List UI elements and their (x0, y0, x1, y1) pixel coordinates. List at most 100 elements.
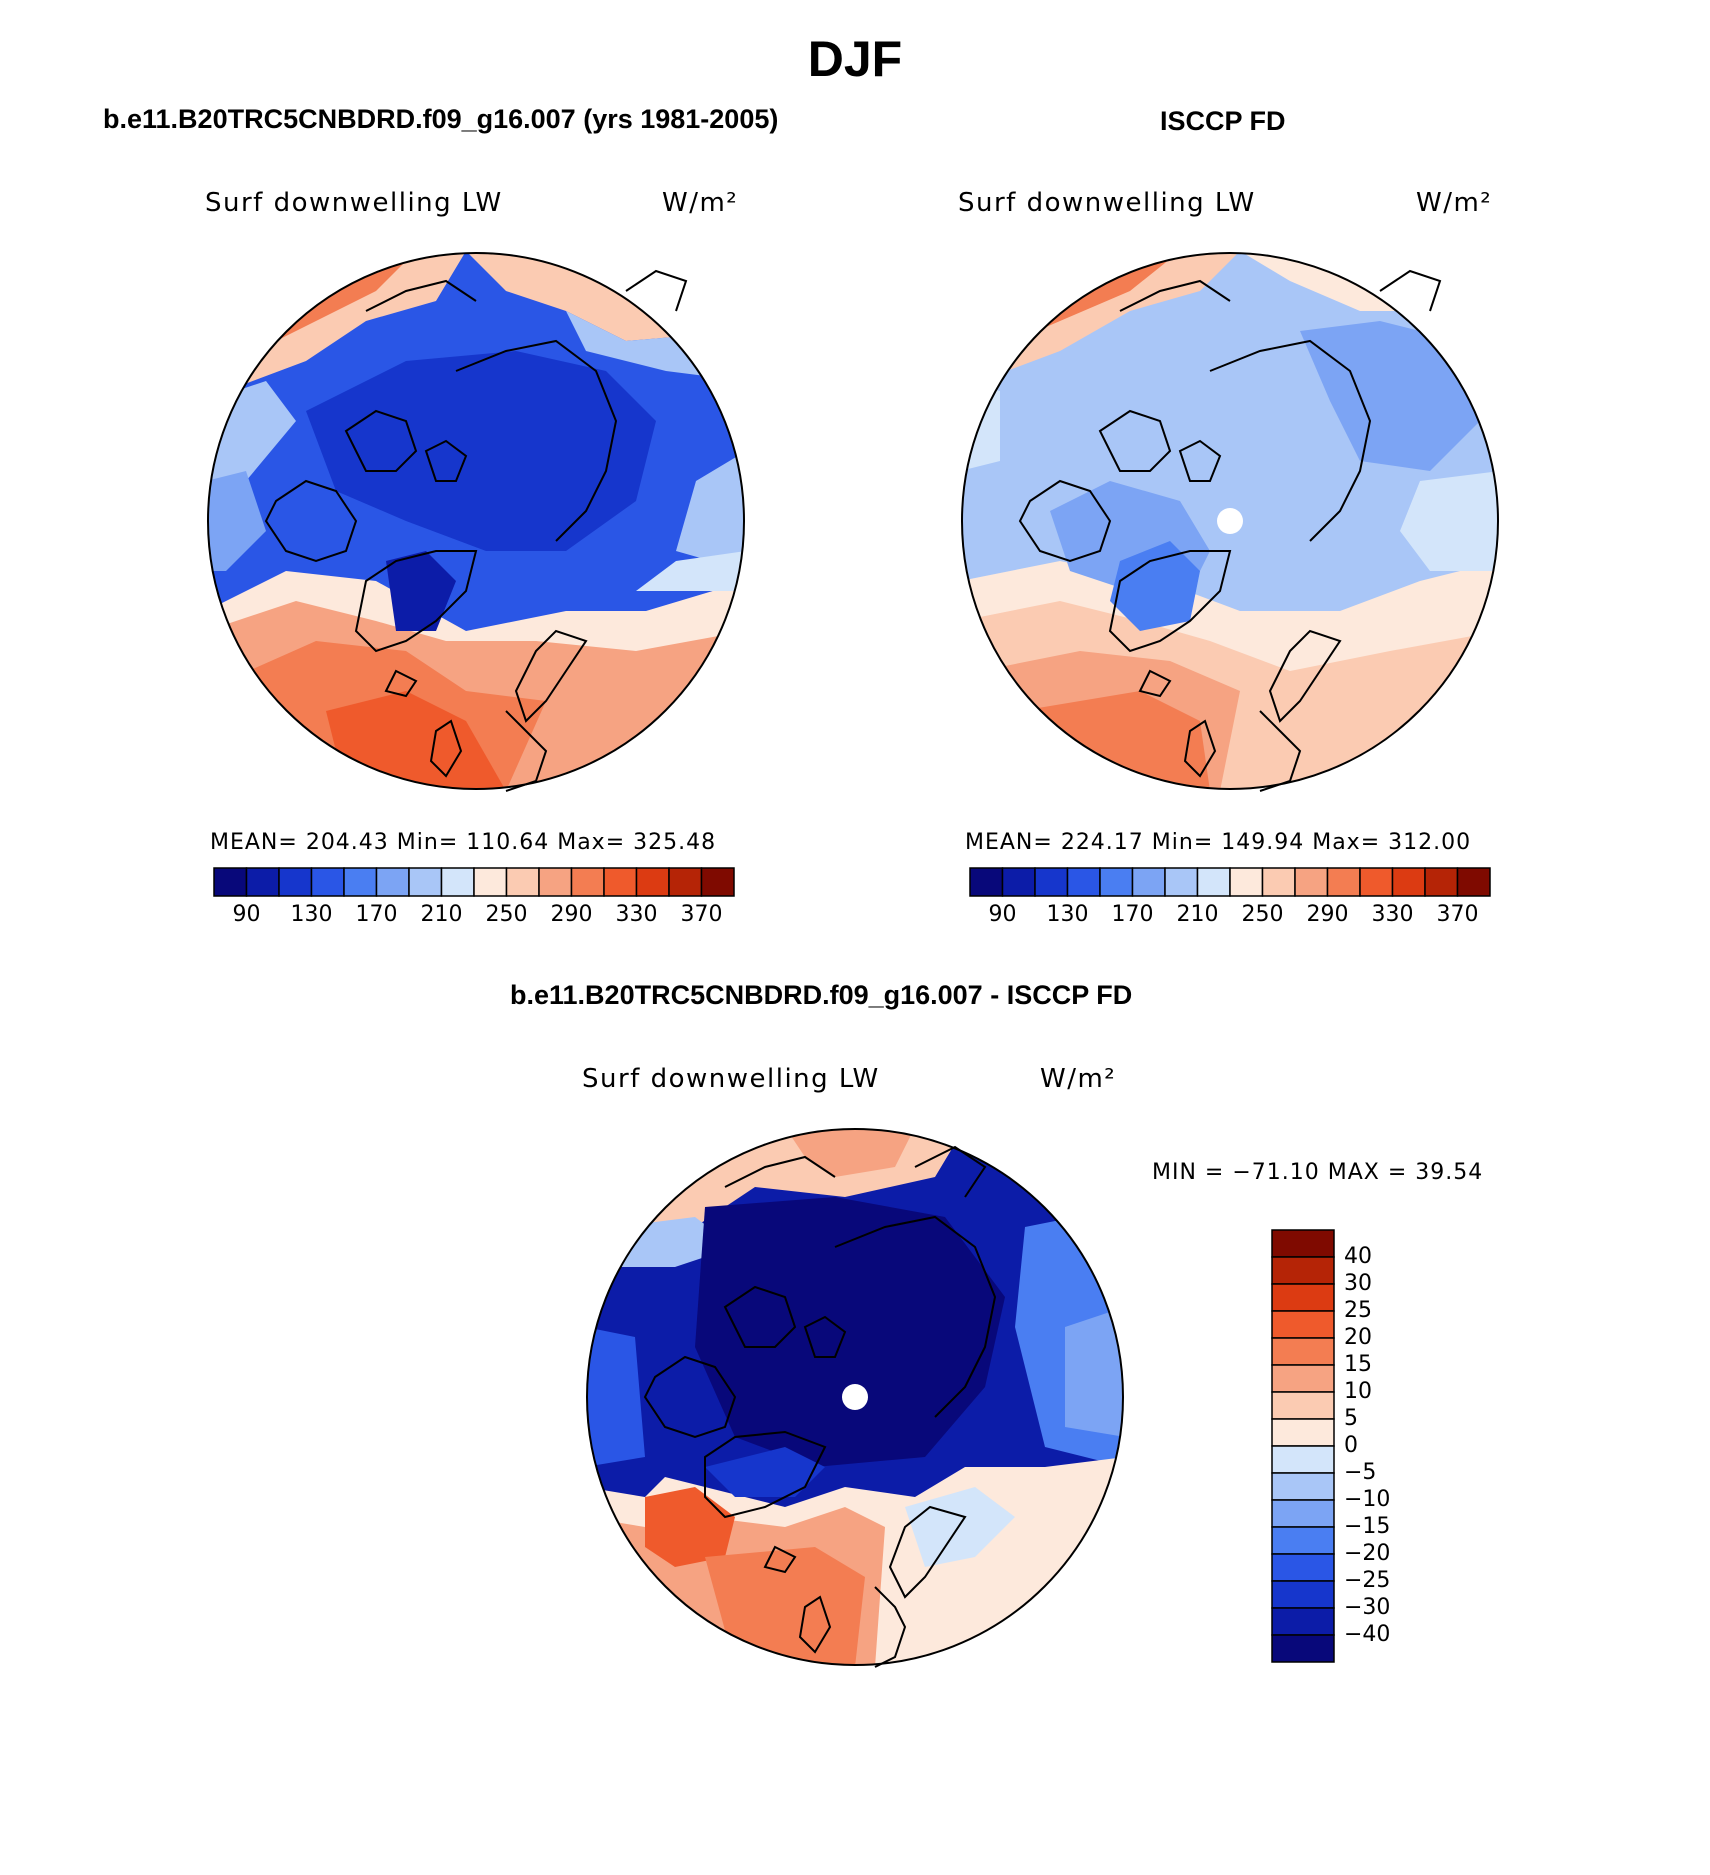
colorbar-swatch (1271, 1337, 1335, 1366)
colorbar-swatch (1271, 1364, 1335, 1393)
colorbar-swatch (1271, 1445, 1335, 1474)
colorbar-tick-label: 130 (1046, 902, 1089, 927)
colorbar-swatch (1271, 1229, 1335, 1258)
model-units-label: W/m² (662, 188, 739, 218)
colorbar-swatch (1261, 867, 1296, 897)
colorbar-swatch (1271, 1256, 1335, 1285)
colorbar-tick-label: 20 (1344, 1325, 1372, 1350)
diff-units-label: W/m² (1040, 1064, 1117, 1094)
colorbar-swatch (1391, 867, 1426, 897)
model-colorbar (213, 867, 735, 897)
colorbar-swatch (1001, 867, 1036, 897)
colorbar-tick-label: −25 (1344, 1568, 1391, 1593)
colorbar-swatch (969, 867, 1004, 897)
colorbar-tick-label: 290 (1306, 902, 1349, 927)
colorbar-tick-label: 250 (1241, 902, 1284, 927)
colorbar-swatch (1164, 867, 1199, 897)
colorbar-tick-label: 25 (1344, 1298, 1372, 1323)
colorbar-tick-label: 330 (615, 902, 658, 927)
colorbar-swatch (1271, 1607, 1335, 1636)
colorbar-tick-label: −10 (1344, 1487, 1391, 1512)
colorbar-swatch (1271, 1580, 1335, 1609)
model-stats-label: MEAN= 204.43 Min= 110.64 Max= 325.48 (210, 830, 717, 855)
colorbar-swatch (1294, 867, 1329, 897)
colorbar-swatch (700, 867, 735, 897)
model-colorbar-labels: 90 130 170 210 250 290 330 370 (214, 902, 734, 932)
diff-stats-label: MIN = −71.10 MAX = 39.54 (1152, 1160, 1484, 1185)
model-variable-label: Surf downwelling LW (205, 188, 503, 218)
colorbar-swatch (1271, 1418, 1335, 1447)
colorbar-tick-label: 210 (1176, 902, 1219, 927)
diff-polar-map (586, 1128, 1124, 1668)
colorbar-swatch (310, 867, 345, 897)
colorbar-tick-label: 250 (485, 902, 528, 927)
colorbar-tick-label: 90 (988, 902, 1017, 927)
figure-title: DJF (807, 31, 903, 87)
colorbar-tick-label: 210 (420, 902, 463, 927)
colorbar-swatch (538, 867, 573, 897)
colorbar-swatch (1066, 867, 1101, 897)
obs-colorbar-labels: 90 130 170 210 250 290 330 370 (970, 902, 1490, 932)
colorbar-swatch (1271, 1472, 1335, 1501)
model-polar-map (207, 252, 745, 792)
colorbar-tick-label: 370 (1436, 902, 1479, 927)
colorbar-tick-label: 370 (680, 902, 723, 927)
colorbar-swatch (1456, 867, 1491, 897)
pole-missing-marker (1217, 508, 1243, 534)
colorbar-tick-label: 170 (355, 902, 398, 927)
colorbar-swatch (1326, 867, 1361, 897)
diff-variable-label: Surf downwelling LW (582, 1064, 880, 1094)
colorbar-tick-label: −20 (1344, 1541, 1391, 1566)
colorbar-swatch (1271, 1310, 1335, 1339)
colorbar-swatch (668, 867, 703, 897)
colorbar-swatch (505, 867, 540, 897)
colorbar-swatch (1196, 867, 1231, 897)
diff-colorbar-labels: 40 30 25 20 15 10 5 0 −5 −10 −15 −20 −25 −30 −40 (1344, 1230, 1424, 1662)
colorbar-swatch (278, 867, 313, 897)
colorbar-tick-label: −15 (1344, 1514, 1391, 1539)
colorbar-swatch (570, 867, 605, 897)
colorbar-tick-label: 290 (550, 902, 593, 927)
colorbar-swatch (1359, 867, 1394, 897)
colorbar-tick-label: 330 (1371, 902, 1414, 927)
colorbar-swatch (1424, 867, 1459, 897)
colorbar-tick-label: −30 (1344, 1595, 1391, 1620)
colorbar-swatch (1271, 1499, 1335, 1528)
obs-polar-map (961, 252, 1499, 792)
colorbar-swatch (375, 867, 410, 897)
colorbar-swatch (1271, 1391, 1335, 1420)
diff-colorbar (1271, 1229, 1335, 1663)
colorbar-swatch (1271, 1634, 1335, 1663)
colorbar-swatch (1034, 867, 1069, 897)
colorbar-swatch (1271, 1526, 1335, 1555)
colorbar-swatch (440, 867, 475, 897)
colorbar-tick-label: 0 (1344, 1433, 1358, 1458)
colorbar-swatch (1131, 867, 1166, 897)
colorbar-swatch (245, 867, 280, 897)
colorbar-tick-label: 30 (1344, 1271, 1372, 1296)
colorbar-swatch (1229, 867, 1264, 897)
model-panel-title: b.e11.B20TRC5CNBDRD.f09_g16.007 (yrs 198… (103, 104, 779, 134)
colorbar-swatch (1271, 1283, 1335, 1312)
colorbar-tick-label: 130 (290, 902, 333, 927)
colorbar-swatch (635, 867, 670, 897)
colorbar-swatch (603, 867, 638, 897)
colorbar-tick-label: −5 (1344, 1460, 1377, 1485)
colorbar-tick-label: −40 (1344, 1622, 1391, 1647)
colorbar-tick-label: 5 (1344, 1406, 1358, 1431)
obs-variable-label: Surf downwelling LW (958, 188, 1256, 218)
obs-units-label: W/m² (1416, 188, 1493, 218)
colorbar-swatch (1271, 1553, 1335, 1582)
colorbar-swatch (408, 867, 443, 897)
obs-colorbar (969, 867, 1491, 897)
colorbar-swatch (473, 867, 508, 897)
colorbar-tick-label: 170 (1111, 902, 1154, 927)
pole-missing-marker (842, 1384, 868, 1410)
obs-stats-label: MEAN= 224.17 Min= 149.94 Max= 312.00 (965, 830, 1472, 855)
obs-panel-title: ISCCP FD (1160, 106, 1286, 136)
colorbar-tick-label: 90 (232, 902, 261, 927)
colorbar-swatch (1099, 867, 1134, 897)
colorbar-swatch (213, 867, 248, 897)
colorbar-tick-label: 10 (1344, 1379, 1372, 1404)
diff-panel-title: b.e11.B20TRC5CNBDRD.f09_g16.007 - ISCCP … (510, 980, 1133, 1010)
